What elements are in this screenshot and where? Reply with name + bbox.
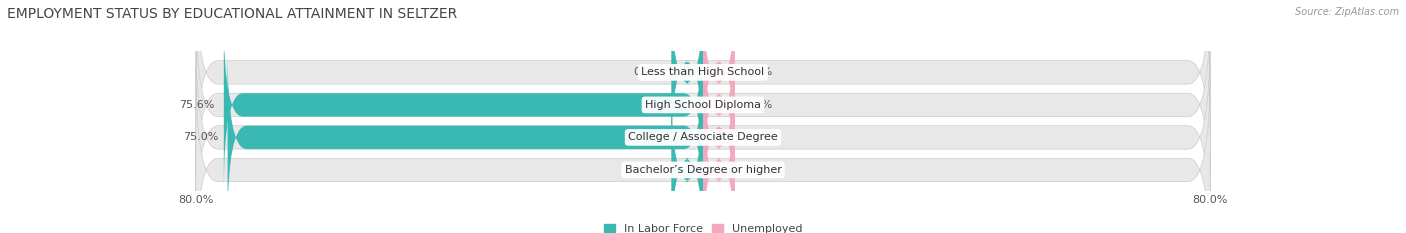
FancyBboxPatch shape bbox=[195, 0, 1211, 175]
Text: College / Associate Degree: College / Associate Degree bbox=[628, 132, 778, 142]
Text: Source: ZipAtlas.com: Source: ZipAtlas.com bbox=[1295, 7, 1399, 17]
Legend: In Labor Force, Unemployed: In Labor Force, Unemployed bbox=[599, 220, 807, 233]
FancyBboxPatch shape bbox=[228, 51, 703, 223]
Text: 0.0%: 0.0% bbox=[744, 165, 772, 175]
Text: 0.0%: 0.0% bbox=[634, 67, 662, 77]
FancyBboxPatch shape bbox=[671, 84, 703, 233]
FancyBboxPatch shape bbox=[703, 19, 735, 191]
Text: 0.0%: 0.0% bbox=[744, 132, 772, 142]
FancyBboxPatch shape bbox=[703, 84, 735, 233]
Text: EMPLOYMENT STATUS BY EDUCATIONAL ATTAINMENT IN SELTZER: EMPLOYMENT STATUS BY EDUCATIONAL ATTAINM… bbox=[7, 7, 457, 21]
Text: Bachelor’s Degree or higher: Bachelor’s Degree or higher bbox=[624, 165, 782, 175]
FancyBboxPatch shape bbox=[224, 19, 703, 191]
Text: High School Diploma: High School Diploma bbox=[645, 100, 761, 110]
FancyBboxPatch shape bbox=[703, 51, 735, 223]
FancyBboxPatch shape bbox=[703, 0, 735, 158]
Text: 0.0%: 0.0% bbox=[744, 100, 772, 110]
Text: 75.6%: 75.6% bbox=[179, 100, 214, 110]
Text: 0.0%: 0.0% bbox=[634, 165, 662, 175]
Text: 75.0%: 75.0% bbox=[183, 132, 218, 142]
FancyBboxPatch shape bbox=[195, 68, 1211, 233]
FancyBboxPatch shape bbox=[195, 3, 1211, 207]
Text: 0.0%: 0.0% bbox=[744, 67, 772, 77]
Text: Less than High School: Less than High School bbox=[641, 67, 765, 77]
FancyBboxPatch shape bbox=[671, 0, 703, 158]
FancyBboxPatch shape bbox=[195, 35, 1211, 233]
